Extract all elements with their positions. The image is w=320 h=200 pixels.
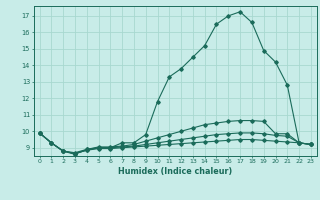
X-axis label: Humidex (Indice chaleur): Humidex (Indice chaleur) bbox=[118, 167, 232, 176]
